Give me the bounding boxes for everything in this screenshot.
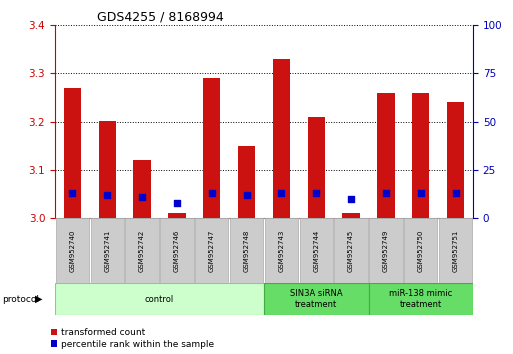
Text: GSM952745: GSM952745 [348, 229, 354, 272]
Point [347, 196, 355, 201]
Bar [90, 218, 124, 283]
Bar [334, 218, 368, 283]
Bar [230, 218, 263, 283]
Bar [307, 117, 325, 218]
Point [173, 200, 181, 205]
Text: GSM952743: GSM952743 [279, 229, 284, 272]
Bar [98, 121, 116, 218]
Bar [238, 145, 255, 218]
Bar [368, 283, 473, 315]
Point [208, 190, 216, 196]
Text: protocol: protocol [3, 295, 40, 303]
Bar [264, 283, 368, 315]
Bar [447, 102, 464, 218]
Text: GDS4255 / 8168994: GDS4255 / 8168994 [97, 11, 224, 24]
Text: GSM952741: GSM952741 [104, 229, 110, 272]
Bar [133, 160, 151, 218]
Text: GSM952751: GSM952751 [452, 229, 459, 272]
Point [68, 190, 76, 196]
Bar [56, 218, 89, 283]
Bar [55, 283, 264, 315]
Bar [412, 92, 429, 218]
Text: GSM952747: GSM952747 [209, 229, 215, 272]
Bar [203, 78, 221, 218]
Bar [64, 88, 81, 218]
Point [103, 192, 111, 198]
Bar [300, 218, 333, 283]
Text: GSM952750: GSM952750 [418, 229, 424, 272]
Text: control: control [145, 295, 174, 303]
Bar [342, 213, 360, 218]
Bar [273, 59, 290, 218]
Bar [125, 218, 159, 283]
Point [243, 192, 251, 198]
Bar [439, 218, 472, 283]
Text: GSM952744: GSM952744 [313, 229, 319, 272]
Text: ▶: ▶ [35, 294, 43, 304]
Bar [377, 92, 394, 218]
Text: GSM952742: GSM952742 [139, 229, 145, 272]
Text: GSM952749: GSM952749 [383, 229, 389, 272]
Text: miR-138 mimic
treatment: miR-138 mimic treatment [389, 289, 452, 309]
Point [417, 190, 425, 196]
Bar [160, 218, 193, 283]
Legend: transformed count, percentile rank within the sample: transformed count, percentile rank withi… [51, 328, 214, 349]
Point [138, 194, 146, 200]
Bar [404, 218, 438, 283]
Point [382, 190, 390, 196]
Bar [195, 218, 228, 283]
Bar [369, 218, 403, 283]
Bar [265, 218, 298, 283]
Text: GSM952748: GSM952748 [244, 229, 250, 272]
Point [278, 190, 286, 196]
Text: SIN3A siRNA
treatment: SIN3A siRNA treatment [290, 289, 343, 309]
Point [312, 190, 320, 196]
Bar [168, 213, 186, 218]
Point [451, 190, 460, 196]
Text: GSM952740: GSM952740 [69, 229, 75, 272]
Text: GSM952746: GSM952746 [174, 229, 180, 272]
